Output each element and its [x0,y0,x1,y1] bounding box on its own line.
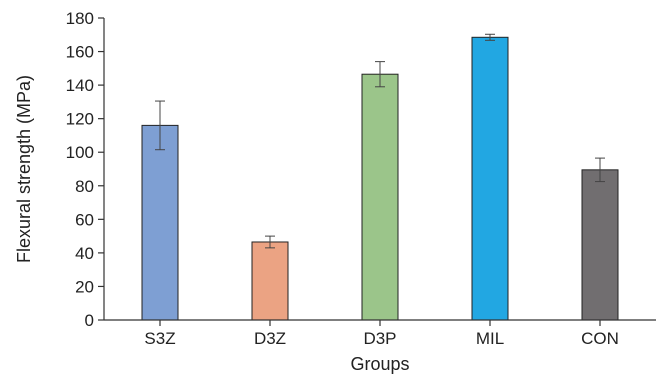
y-tick-label: 20 [75,277,94,296]
y-tick-label: 60 [75,210,94,229]
bar-con [581,169,619,321]
bar-s3z [141,124,179,321]
y-tick-label: 100 [66,143,94,162]
bar-mil [471,36,509,321]
y-tick-label: 160 [66,43,94,62]
y-tick-label: 180 [66,9,94,28]
error-bars [155,33,605,249]
x-tick-label-con: CON [581,329,619,348]
y-tick-label: 40 [75,244,94,263]
x-axis-tick-labels: S3Z D3Z D3P MIL CON [144,320,619,348]
y-tick-label: 0 [85,311,94,330]
y-tick-label: 80 [75,177,94,196]
error-bar-mil [485,33,495,41]
error-bar-d3p [375,61,385,88]
error-bar-s3z [155,100,165,151]
bar-d3z [251,241,289,321]
x-tick-label-mil: MIL [476,329,504,348]
y-axis-title: Flexural strength (MPa) [14,75,34,263]
x-tick-label-d3z: D3Z [254,329,286,348]
y-axis-ticks: 0 20 40 60 80 100 120 140 160 180 [66,9,104,330]
bar-d3p [361,73,399,321]
x-tick-label-s3z: S3Z [144,329,175,348]
y-tick-label: 120 [66,110,94,129]
x-tick-label-d3p: D3P [363,329,396,348]
x-axis-title: Groups [350,354,409,374]
error-bar-con [595,157,605,183]
y-tick-label: 140 [66,76,94,95]
error-bar-d3z [265,235,275,249]
